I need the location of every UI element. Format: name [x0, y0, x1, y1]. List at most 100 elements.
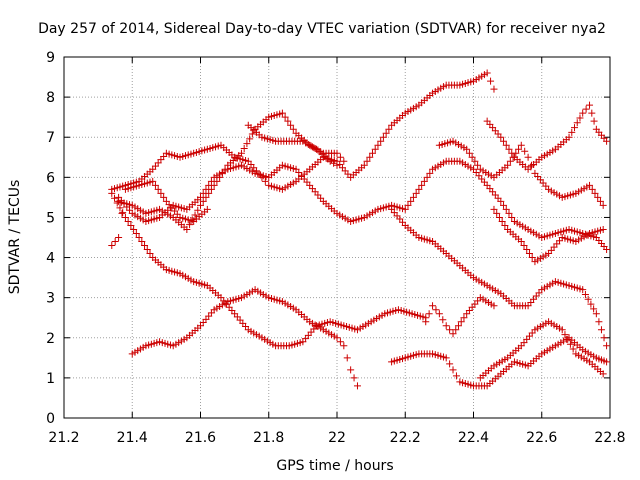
data-point — [573, 119, 581, 127]
data-point — [579, 286, 587, 294]
data-point — [141, 242, 149, 250]
series-sat-f — [108, 177, 211, 250]
data-point — [401, 205, 409, 213]
y-tick-label: 9 — [46, 50, 55, 66]
data-point — [248, 130, 256, 138]
data-points — [108, 69, 611, 390]
data-point — [493, 209, 501, 217]
data-point — [520, 242, 528, 250]
data-point — [599, 225, 607, 233]
data-point — [423, 173, 431, 181]
data-point — [157, 189, 165, 197]
data-point — [363, 157, 371, 165]
data-point — [600, 334, 608, 342]
data-point — [353, 382, 361, 390]
data-point — [590, 117, 598, 125]
data-point — [452, 326, 460, 334]
data-point — [130, 225, 138, 233]
data-point — [502, 205, 510, 213]
data-point — [500, 201, 508, 209]
data-point — [599, 370, 607, 378]
y-tick-label: 0 — [46, 411, 55, 427]
data-point — [571, 124, 579, 132]
data-point — [409, 193, 417, 201]
data-point — [118, 209, 126, 217]
data-point — [564, 335, 572, 343]
data-point — [465, 149, 473, 157]
data-point — [194, 206, 202, 214]
data-point — [586, 181, 594, 189]
data-point — [287, 121, 295, 129]
x-tick-label: 22.4 — [458, 430, 489, 446]
data-point — [374, 141, 382, 149]
series-sat-c — [108, 69, 498, 193]
data-point — [186, 221, 194, 229]
data-point — [597, 326, 605, 334]
data-point — [523, 246, 531, 254]
data-point — [385, 125, 393, 133]
data-point — [412, 189, 420, 197]
data-point — [199, 197, 207, 205]
data-point — [135, 234, 143, 241]
x-axis-label: GPS time / hours — [276, 458, 393, 474]
data-point — [591, 189, 599, 197]
data-point — [336, 153, 344, 161]
series-sat-g — [244, 121, 341, 169]
data-point — [505, 145, 513, 153]
data-point — [582, 105, 590, 113]
x-tick-label: 21.6 — [185, 430, 216, 446]
x-tick-label: 21.4 — [117, 430, 148, 446]
data-point — [237, 149, 245, 157]
data-point — [517, 238, 525, 246]
data-point — [143, 246, 151, 254]
series-sat-i — [388, 334, 611, 390]
data-point — [119, 209, 127, 217]
data-point — [207, 177, 215, 185]
data-point — [603, 246, 611, 254]
data-point — [460, 314, 468, 322]
data-point — [603, 358, 611, 366]
data-point — [508, 213, 516, 221]
y-axis: 0 1 2 3 4 5 6 7 8 9 — [46, 50, 610, 427]
data-point — [568, 128, 576, 136]
data-point — [197, 201, 204, 209]
data-point — [199, 189, 207, 197]
data-point — [599, 201, 607, 209]
y-tick-label: 3 — [46, 291, 55, 307]
data-point — [468, 153, 476, 161]
data-point — [435, 310, 443, 318]
data-point — [487, 77, 495, 85]
data-point — [446, 326, 454, 334]
data-point — [151, 181, 159, 189]
data-point — [590, 305, 598, 313]
y-tick-label: 4 — [46, 251, 55, 267]
data-point — [490, 302, 498, 310]
data-point — [246, 135, 254, 143]
data-point — [377, 137, 385, 145]
x-tick-label: 22.8 — [594, 430, 625, 446]
data-point — [368, 149, 376, 157]
data-point — [504, 161, 512, 169]
data-point — [415, 185, 423, 193]
data-point — [442, 322, 450, 330]
data-point — [154, 185, 162, 193]
data-point — [525, 250, 533, 258]
data-point — [418, 181, 426, 189]
data-point — [240, 144, 248, 152]
data-point — [495, 213, 503, 221]
y-tick-label: 8 — [46, 90, 55, 106]
data-point — [281, 113, 289, 121]
data-point — [588, 185, 596, 193]
data-point — [350, 374, 358, 382]
y-tick-label: 1 — [46, 371, 55, 387]
y-tick-label: 7 — [46, 130, 55, 146]
data-point — [340, 157, 348, 165]
series-sat-a — [108, 189, 430, 350]
data-point — [446, 360, 454, 368]
series-sat-d — [115, 109, 348, 233]
data-point — [202, 185, 210, 193]
data-point — [124, 217, 132, 225]
series-sat-h — [388, 205, 611, 350]
data-point — [366, 153, 374, 161]
